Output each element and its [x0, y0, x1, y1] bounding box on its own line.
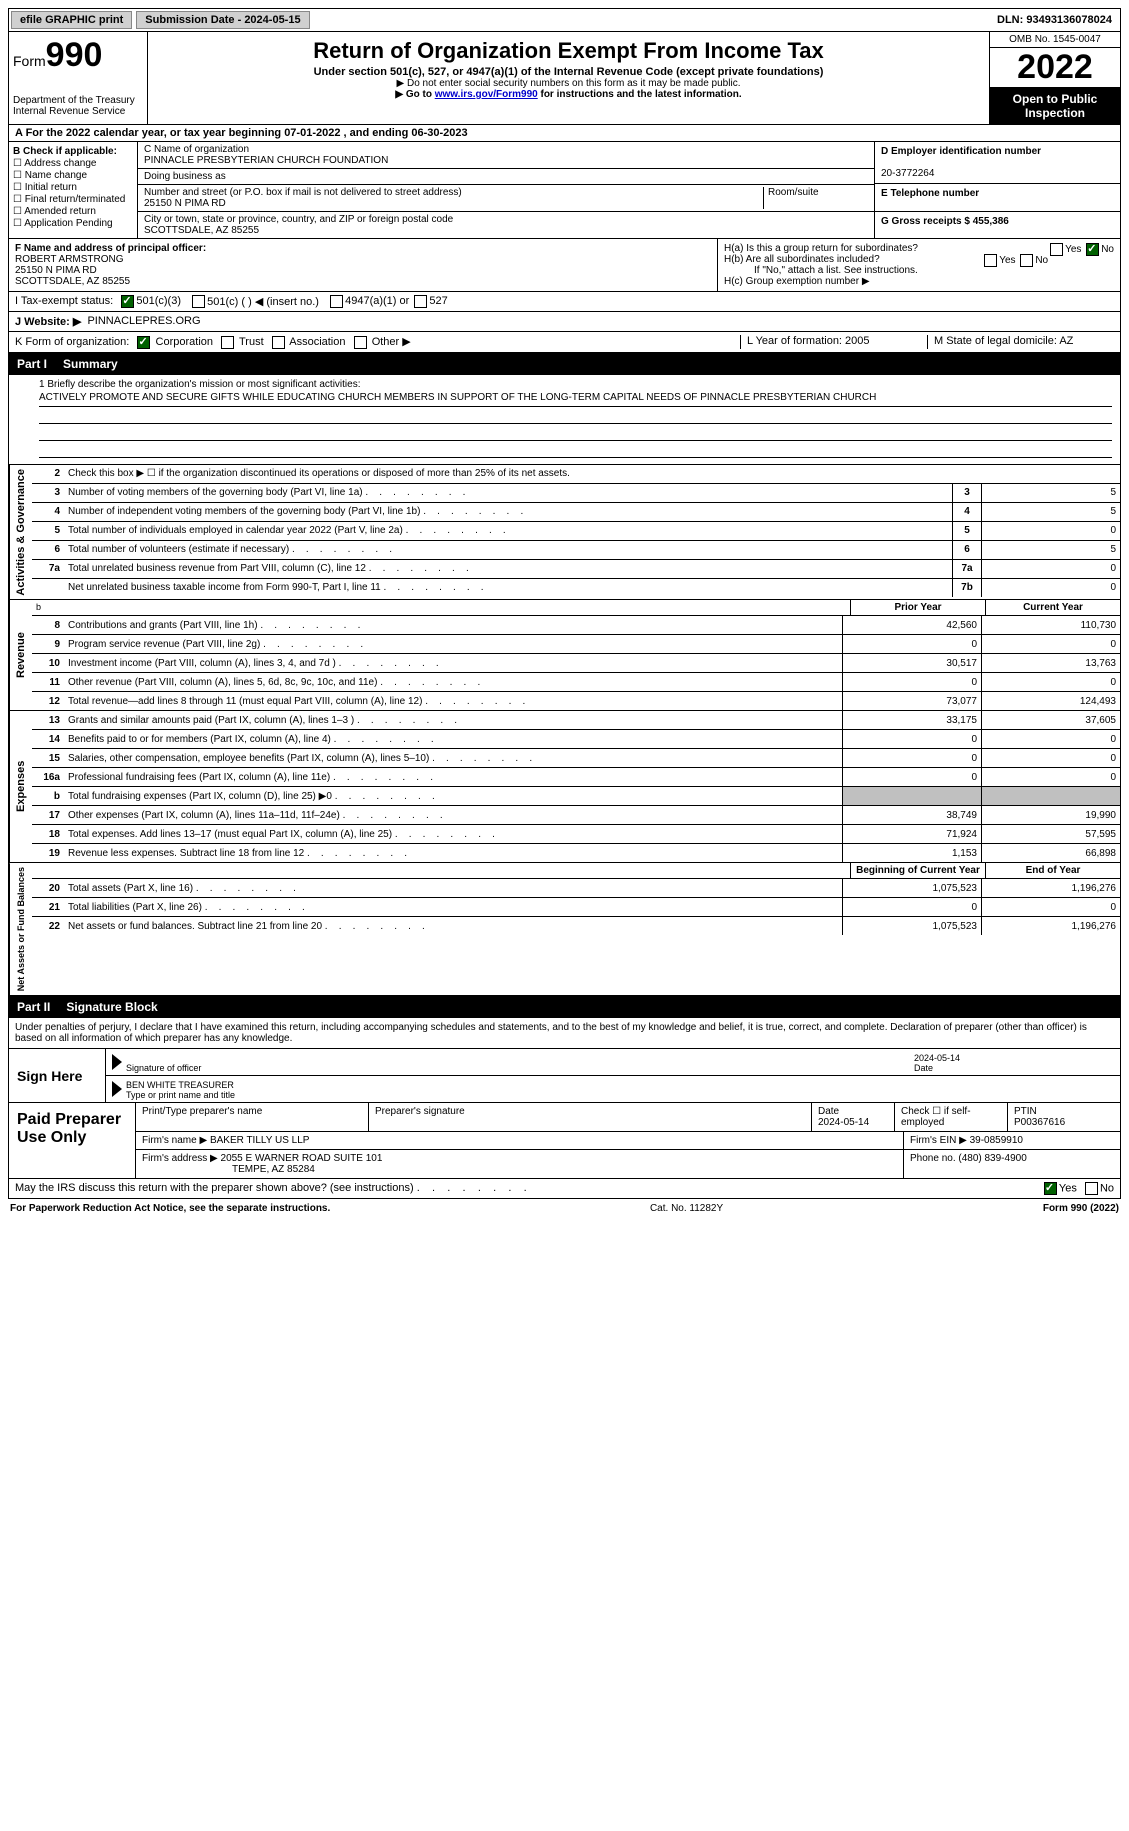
- table-row: 7aTotal unrelated business revenue from …: [32, 560, 1120, 579]
- table-row: 13Grants and similar amounts paid (Part …: [32, 711, 1120, 730]
- table-row: 20Total assets (Part X, line 16)1,075,52…: [32, 879, 1120, 898]
- subtitle-3: ▶ Go to www.irs.gov/Form990 for instruct…: [152, 89, 985, 100]
- table-row: 22Net assets or fund balances. Subtract …: [32, 917, 1120, 935]
- part2-header: Part IISignature Block: [8, 996, 1121, 1018]
- table-row: 19Revenue less expenses. Subtract line 1…: [32, 844, 1120, 862]
- perjury-text: Under penalties of perjury, I declare th…: [8, 1018, 1121, 1049]
- chk-final[interactable]: ☐ Final return/terminated: [13, 194, 133, 205]
- table-row: 3Number of voting members of the governi…: [32, 484, 1120, 503]
- table-row: 15Salaries, other compensation, employee…: [32, 749, 1120, 768]
- dln-label: DLN: 93493136078024: [989, 12, 1120, 28]
- form-number: Form990: [13, 36, 143, 75]
- sign-here-block: Sign Here Signature of officer 2024-05-1…: [8, 1049, 1121, 1103]
- arrow-icon: [112, 1081, 122, 1097]
- tax-year: 2022: [990, 48, 1120, 88]
- table-row: 6Total number of volunteers (estimate if…: [32, 541, 1120, 560]
- chk-initial[interactable]: ☐ Initial return: [13, 182, 133, 193]
- c-dba: Doing business as: [138, 169, 874, 185]
- row-a: A For the 2022 calendar year, or tax yea…: [8, 125, 1121, 142]
- form-title: Return of Organization Exempt From Incom…: [152, 38, 985, 64]
- table-row: 18Total expenses. Add lines 13–17 (must …: [32, 825, 1120, 844]
- h-c: H(c) Group exemption number ▶: [724, 276, 1114, 287]
- expenses-section: Expenses 13Grants and similar amounts pa…: [8, 711, 1121, 863]
- may-discuss: May the IRS discuss this return with the…: [8, 1179, 1121, 1199]
- form-header: Form990 Department of the Treasury Inter…: [8, 32, 1121, 125]
- chk-pending[interactable]: ☐ Application Pending: [13, 218, 133, 229]
- governance-section: Activities & Governance 2Check this box …: [8, 465, 1121, 601]
- c-name: C Name of organization PINNACLE PRESBYTE…: [138, 142, 874, 169]
- row-j: J Website: ▶ PINNACLEPRES.ORG: [8, 312, 1121, 332]
- table-row: 11Other revenue (Part VIII, column (A), …: [32, 673, 1120, 692]
- table-row: bTotal fundraising expenses (Part IX, co…: [32, 787, 1120, 806]
- f-label: F Name and address of principal officer:: [15, 243, 206, 254]
- c-city: City or town, state or province, country…: [138, 212, 874, 238]
- table-row: 12Total revenue—add lines 8 through 11 (…: [32, 692, 1120, 710]
- arrow-icon: [112, 1054, 122, 1070]
- section-fh: F Name and address of principal officer:…: [8, 239, 1121, 292]
- chk-name[interactable]: ☐ Name change: [13, 170, 133, 181]
- table-row: 5Total number of individuals employed in…: [32, 522, 1120, 541]
- chk-address[interactable]: ☐ Address change: [13, 158, 133, 169]
- h-b-note: If "No," attach a list. See instructions…: [724, 265, 1114, 276]
- table-row: 8Contributions and grants (Part VIII, li…: [32, 616, 1120, 635]
- d-ein: D Employer identification number20-37722…: [875, 142, 1120, 184]
- table-row: 21Total liabilities (Part X, line 26)00: [32, 898, 1120, 917]
- page-footer: For Paperwork Reduction Act Notice, see …: [8, 1199, 1121, 1218]
- e-phone: E Telephone number: [875, 184, 1120, 212]
- table-row: 4Number of independent voting members of…: [32, 503, 1120, 522]
- h-a: H(a) Is this a group return for subordin…: [724, 243, 1114, 254]
- omb-number: OMB No. 1545-0047: [990, 32, 1120, 48]
- f-name: ROBERT ARMSTRONG: [15, 254, 124, 265]
- netassets-section: Net Assets or Fund Balances Beginning of…: [8, 863, 1121, 996]
- table-row: 9Program service revenue (Part VIII, lin…: [32, 635, 1120, 654]
- paid-preparer-block: Paid Preparer Use Only Print/Type prepar…: [8, 1103, 1121, 1179]
- open-to-public: Open to Public Inspection: [990, 88, 1120, 124]
- top-bar: efile GRAPHIC print Submission Date - 20…: [8, 8, 1121, 32]
- revenue-section: Revenue bPrior YearCurrent Year 8Contrib…: [8, 600, 1121, 711]
- chk-amended[interactable]: ☐ Amended return: [13, 206, 133, 217]
- mission-block: 1 Briefly describe the organization's mi…: [8, 375, 1121, 465]
- f-city: SCOTTSDALE, AZ 85255: [15, 276, 130, 287]
- row-klm: K Form of organization: Corporation Trus…: [8, 332, 1121, 353]
- irs-link[interactable]: www.irs.gov/Form990: [435, 89, 538, 100]
- g-receipts: G Gross receipts $ 455,386: [875, 212, 1120, 239]
- subtitle-1: Under section 501(c), 527, or 4947(a)(1)…: [152, 66, 985, 78]
- efile-button[interactable]: efile GRAPHIC print: [11, 11, 132, 29]
- table-row: Net unrelated business taxable income fr…: [32, 579, 1120, 597]
- table-row: 14Benefits paid to or for members (Part …: [32, 730, 1120, 749]
- section-bcdeg: B Check if applicable: ☐ Address change …: [8, 142, 1121, 239]
- dept-label: Department of the Treasury Internal Reve…: [13, 95, 143, 117]
- row-i: I Tax-exempt status: 501(c)(3) 501(c) ( …: [8, 292, 1121, 312]
- b-label: B Check if applicable:: [13, 146, 117, 157]
- part1-header: Part ISummary: [8, 353, 1121, 375]
- table-row: 16aProfessional fundraising fees (Part I…: [32, 768, 1120, 787]
- submission-button[interactable]: Submission Date - 2024-05-15: [136, 11, 309, 29]
- table-row: 17Other expenses (Part IX, column (A), l…: [32, 806, 1120, 825]
- f-addr: 25150 N PIMA RD: [15, 265, 97, 276]
- subtitle-2: ▶ Do not enter social security numbers o…: [152, 78, 985, 89]
- c-street: Number and street (or P.O. box if mail i…: [138, 185, 874, 212]
- table-row: 10Investment income (Part VIII, column (…: [32, 654, 1120, 673]
